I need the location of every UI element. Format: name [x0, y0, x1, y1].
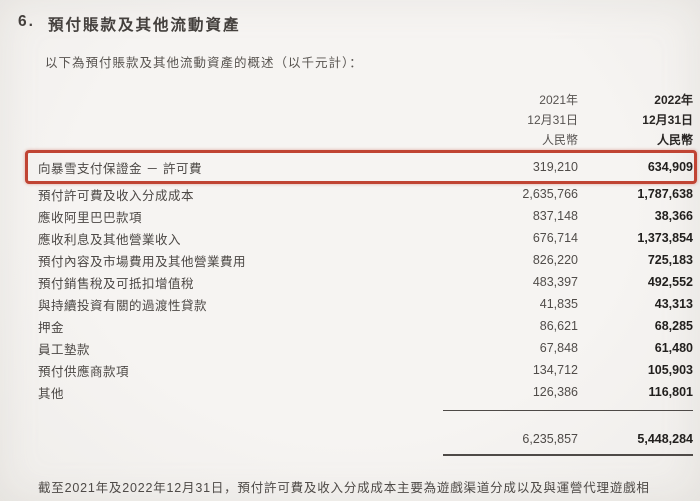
section-number: 6.: [18, 13, 35, 30]
header-2022-date: 12月31日: [642, 113, 693, 127]
total-value-2021: 6,235,857: [522, 432, 578, 446]
table-row: 押金 86,621 68,285: [38, 315, 693, 337]
row-label: 預付許可費及收入分成成本: [38, 188, 195, 203]
row-value-2021: 2,635,766: [522, 187, 578, 201]
row-value-2022: 105,903: [647, 363, 693, 377]
row-label: 應收利息及其他營業收入: [38, 232, 182, 247]
row-value-2022: 492,552: [647, 275, 693, 289]
column-header-2021: 2021年 12月31日 人民幣: [453, 90, 578, 150]
row-value-2022: 61,480: [654, 341, 693, 355]
row-value-2021: 67,848: [539, 341, 578, 355]
table-description: 以下為預付賬款及其他流動資產的概述（以千元計）：: [45, 56, 363, 70]
row-value-2022: 725,183: [647, 253, 693, 267]
table-total-row: 6,235,857 5,448,284: [38, 428, 693, 450]
total-rule: [443, 454, 693, 456]
row-label: 應收阿里巴巴款項: [38, 210, 143, 225]
header-2021-date: 12月31日: [527, 113, 578, 127]
row-value-2022: 634,909: [647, 160, 693, 174]
row-value-2021: 826,220: [532, 253, 578, 267]
header-spacer: [38, 90, 453, 150]
total-value-2022: 5,448,284: [637, 432, 693, 446]
subtotal-rule: [443, 410, 693, 411]
row-label: 其他: [38, 386, 65, 401]
header-2022-year: 2022年: [654, 93, 693, 107]
row-label: 與持續投資有關的過渡性貸款: [38, 298, 208, 313]
table-row: 與持續投資有關的過渡性貸款 41,835 43,313: [38, 293, 693, 315]
row-label: 預付銷售稅及可抵扣增值稅: [38, 276, 195, 291]
row-label: 員工墊款: [38, 342, 91, 357]
row-value-2021: 41,835: [539, 297, 578, 311]
page-title: 預付賬款及其他流動資產: [47, 17, 241, 34]
row-label: 預付內容及市場費用及其他營業費用: [38, 254, 247, 269]
row-value-2021: 837,148: [532, 209, 578, 223]
row-value-2021: 86,621: [539, 319, 578, 333]
table-row: 預付銷售稅及可抵扣增值稅 483,397 492,552: [38, 271, 693, 293]
row-value-2022: 38,366: [654, 209, 693, 223]
section-heading: 6. 預付賬款及其他流動資產: [0, 0, 700, 35]
table-header: 2021年 12月31日 人民幣 2022年 12月31日 人民幣: [38, 90, 693, 150]
table-row: 員工墊款 67,848 61,480: [38, 337, 693, 359]
table-row-blizzard-deposit: 向暴雪支付保證金 － 許可費 319,210 634,909: [25, 150, 697, 184]
table-row: 預付內容及市場費用及其他營業費用 826,220 725,183: [38, 249, 693, 271]
row-value-2022: 43,313: [654, 297, 693, 311]
header-2022-currency: 人民幣: [656, 133, 693, 147]
row-value-2022: 1,787,638: [637, 187, 693, 201]
row-label: 預付供應商款項: [38, 364, 130, 379]
assets-table: 2021年 12月31日 人民幣 2022年 12月31日 人民幣 向暴雪支付保…: [25, 90, 697, 456]
row-value-2021: 319,210: [532, 160, 578, 174]
row-value-2021: 126,386: [532, 385, 578, 399]
header-2021-year: 2021年: [539, 93, 578, 107]
row-value-2021: 483,397: [532, 275, 578, 289]
row-value-2021: 134,712: [532, 363, 578, 377]
header-2021-currency: 人民幣: [541, 133, 578, 147]
row-value-2021: 676,714: [532, 231, 578, 245]
column-header-2022: 2022年 12月31日 人民幣: [578, 90, 693, 150]
table-row: 應收利息及其他營業收入 676,714 1,373,854: [38, 227, 693, 249]
row-value-2022: 1,373,854: [637, 231, 693, 245]
footnote: 截至2021年及2022年12月31日，預付許可費及收入分成成本主要為遊戲渠道分…: [38, 481, 650, 495]
row-value-2022: 68,285: [654, 319, 693, 333]
table-row: 其他 126,386 116,801: [38, 381, 693, 403]
row-label: 向暴雪支付保證金 － 許可費: [38, 161, 202, 176]
table-row: 預付供應商款項 134,712 105,903: [38, 359, 693, 381]
row-value-2022: 116,801: [648, 385, 694, 399]
row-label: 押金: [38, 320, 65, 335]
table-row: 應收阿里巴巴款項 837,148 38,366: [38, 205, 693, 227]
table-row: 預付許可費及收入分成成本 2,635,766 1,787,638: [38, 183, 693, 205]
